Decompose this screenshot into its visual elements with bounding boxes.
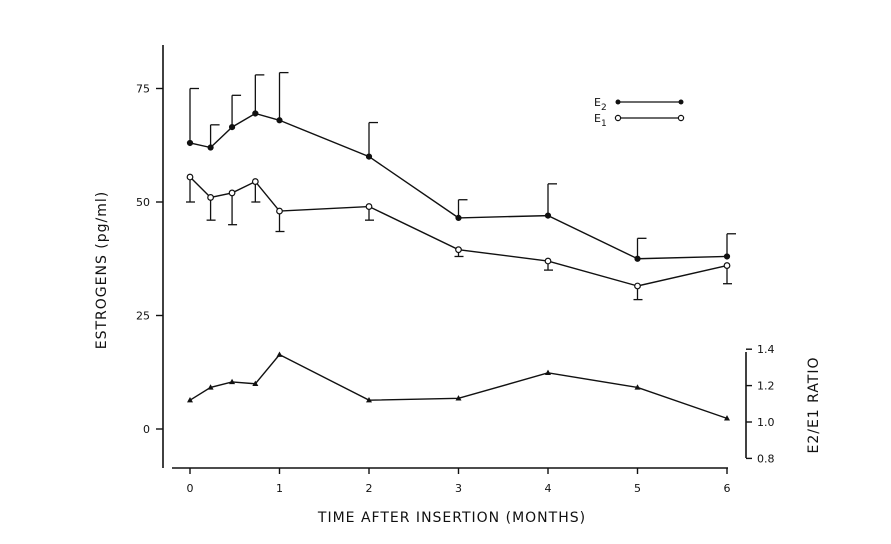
series-line bbox=[189, 112, 728, 260]
legend-marker bbox=[678, 99, 684, 105]
series-layer bbox=[186, 71, 736, 421]
legend-marker bbox=[677, 114, 685, 122]
x-tick-label: 4 bbox=[545, 482, 552, 495]
legend-label-subscript: 1 bbox=[601, 119, 607, 129]
y-tick-label: 50 bbox=[136, 196, 150, 209]
data-point bbox=[634, 282, 641, 290]
axes bbox=[162, 45, 747, 469]
x-tick-label: 0 bbox=[187, 482, 194, 495]
y2-tick-label: 0.8 bbox=[757, 452, 775, 465]
data-point bbox=[276, 207, 283, 215]
y-tick-label: 0 bbox=[143, 423, 150, 436]
data-point bbox=[365, 153, 373, 160]
y2-tick-label: 1.4 bbox=[757, 343, 775, 356]
data-point bbox=[366, 396, 372, 403]
legend-label-subscript: 2 bbox=[601, 103, 607, 113]
series-e1 bbox=[186, 173, 732, 301]
data-point bbox=[544, 257, 552, 265]
legend-label: E2 bbox=[594, 96, 607, 113]
y2-tick-label: 1.2 bbox=[757, 380, 775, 393]
data-point bbox=[723, 253, 731, 260]
data-point bbox=[207, 384, 214, 390]
x-tick-label: 2 bbox=[366, 482, 373, 495]
y2-axis-title: E2/E1 RATIO bbox=[806, 356, 822, 453]
legend-marker bbox=[614, 114, 622, 122]
data-point bbox=[228, 123, 236, 131]
legend-marker bbox=[615, 99, 621, 105]
data-point bbox=[455, 395, 462, 401]
data-point bbox=[252, 380, 259, 386]
data-point bbox=[455, 214, 462, 221]
y-tick-label: 75 bbox=[136, 83, 150, 96]
x-tick-label: 1 bbox=[276, 482, 283, 495]
series-ratio bbox=[187, 351, 730, 421]
data-point bbox=[365, 203, 373, 210]
legend-label-base: E bbox=[594, 112, 601, 125]
series-e2 bbox=[186, 71, 736, 262]
legend-label-base: E bbox=[594, 96, 601, 109]
data-point bbox=[252, 110, 259, 117]
data-point bbox=[545, 369, 551, 376]
y2-tick-label: 1.0 bbox=[757, 416, 775, 429]
data-point bbox=[724, 415, 730, 421]
data-point bbox=[723, 262, 731, 269]
data-point bbox=[544, 212, 552, 219]
data-point bbox=[186, 173, 194, 181]
data-point bbox=[276, 117, 283, 124]
x-axis-title: TIME AFTER INSERTION (MONTHS) bbox=[317, 510, 586, 526]
data-point bbox=[207, 144, 214, 151]
data-point bbox=[634, 255, 641, 262]
y-axis-title: ESTROGENS (pg/ml) bbox=[94, 191, 110, 349]
data-point bbox=[187, 396, 193, 403]
x-tick-label: 3 bbox=[455, 482, 462, 495]
legend-label: E1 bbox=[594, 112, 607, 129]
y-tick-label: 25 bbox=[136, 310, 150, 323]
y-ticks: 0 25 50 75 bbox=[136, 83, 163, 436]
x-tick-label: 6 bbox=[724, 482, 731, 495]
data-point bbox=[186, 139, 194, 147]
data-point bbox=[251, 178, 259, 185]
data-point bbox=[634, 384, 641, 390]
data-point bbox=[229, 378, 236, 385]
data-point bbox=[228, 189, 236, 197]
data-point bbox=[276, 351, 283, 357]
data-point bbox=[207, 194, 214, 201]
y2-ticks: 0.8 1.0 1.2 1.4 bbox=[746, 343, 775, 465]
x-ticks: 0 1 2 3 4 5 6 bbox=[187, 468, 731, 495]
series-line bbox=[189, 353, 728, 420]
data-point bbox=[455, 246, 462, 254]
series-line bbox=[189, 176, 728, 287]
x-tick-label: 5 bbox=[634, 482, 641, 495]
